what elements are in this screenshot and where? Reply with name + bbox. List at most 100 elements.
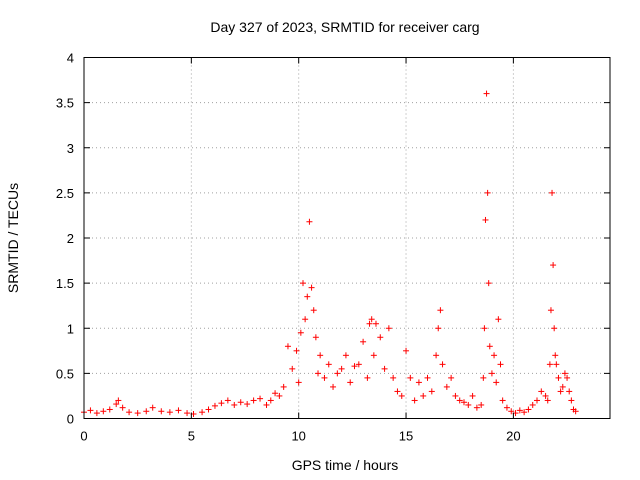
data-point (330, 383, 337, 390)
y-axis-label: SRMTID / TECUs (5, 183, 21, 293)
data-point (289, 365, 296, 372)
data-point (317, 352, 324, 359)
y-tick-label: 1.5 (56, 276, 74, 291)
data-point (302, 316, 309, 323)
data-point (342, 352, 349, 359)
data-point (390, 374, 397, 381)
data-point (267, 397, 274, 404)
data-point (550, 262, 557, 269)
data-point (553, 361, 560, 368)
data-point (482, 216, 489, 223)
data-point (334, 370, 341, 377)
data-point (403, 347, 410, 354)
data-point (338, 365, 345, 372)
data-point (486, 343, 493, 350)
data-point (372, 320, 379, 327)
data-point (534, 397, 541, 404)
data-point (448, 374, 455, 381)
data-point (557, 388, 564, 395)
data-point (199, 409, 206, 416)
data-point (433, 352, 440, 359)
data-point (276, 392, 283, 399)
data-point (473, 404, 480, 411)
data-point (119, 404, 126, 411)
data-point (435, 325, 442, 332)
data-point (293, 347, 300, 354)
data-point (491, 352, 498, 359)
data-point (224, 397, 231, 404)
data-point (368, 316, 375, 323)
data-point (544, 397, 551, 404)
data-point (552, 352, 559, 359)
data-point (480, 374, 487, 381)
data-point (263, 401, 270, 408)
data-point (325, 361, 332, 368)
data-point (149, 404, 156, 411)
y-tick-label: 1 (67, 321, 74, 336)
data-point (555, 374, 562, 381)
data-point (508, 408, 515, 415)
data-point (566, 388, 573, 395)
data-point (360, 338, 367, 345)
data-point (551, 325, 558, 332)
data-point (364, 374, 371, 381)
data-point (465, 401, 472, 408)
data-point (525, 406, 532, 413)
data-point (542, 392, 549, 399)
data-point (244, 401, 251, 408)
data-point (115, 397, 122, 404)
data-point (478, 401, 485, 408)
data-point (312, 334, 319, 341)
data-point (205, 406, 212, 413)
y-tick-label: 0 (67, 412, 74, 427)
data-point (297, 329, 304, 336)
data-series (81, 90, 579, 417)
data-point (561, 370, 568, 377)
data-point (143, 408, 150, 415)
y-tick-label: 2 (67, 231, 74, 246)
data-point (394, 388, 401, 395)
data-point (538, 388, 545, 395)
data-point (503, 404, 510, 411)
data-point (568, 397, 575, 404)
data-point (452, 392, 459, 399)
data-point (469, 392, 476, 399)
data-point (549, 189, 556, 196)
data-point (493, 379, 500, 386)
y-tick-label: 0.5 (56, 366, 74, 381)
x-tick-label: 15 (399, 429, 413, 444)
data-point (304, 293, 311, 300)
x-axis-label: GPS time / hours (292, 457, 399, 473)
data-point (439, 361, 446, 368)
data-point (564, 374, 571, 381)
data-point (529, 401, 536, 408)
data-point (355, 361, 362, 368)
y-tick-label: 4 (67, 51, 74, 66)
data-point (134, 410, 141, 417)
data-point (499, 397, 506, 404)
data-point (184, 410, 191, 417)
data-point (420, 392, 427, 399)
data-point (572, 408, 579, 415)
data-point (481, 325, 488, 332)
data-point (231, 401, 238, 408)
y-tick-label: 3.5 (56, 96, 74, 111)
y-tick-label: 2.5 (56, 186, 74, 201)
data-point (347, 379, 354, 386)
data-point (407, 374, 414, 381)
data-point (559, 383, 566, 390)
data-point (521, 409, 528, 416)
data-point (218, 400, 225, 407)
data-point (272, 390, 279, 397)
data-point (443, 383, 450, 390)
data-point (113, 401, 120, 408)
data-point (546, 361, 553, 368)
data-point (315, 370, 322, 377)
data-point (398, 392, 405, 399)
data-point (106, 406, 113, 413)
data-point (299, 280, 306, 287)
axis-ticks: 0 0.5 1 1.5 2 2.5 3 3.5 4 0 5 10 15 20 (56, 51, 610, 444)
data-point (437, 307, 444, 314)
data-point (237, 399, 244, 406)
